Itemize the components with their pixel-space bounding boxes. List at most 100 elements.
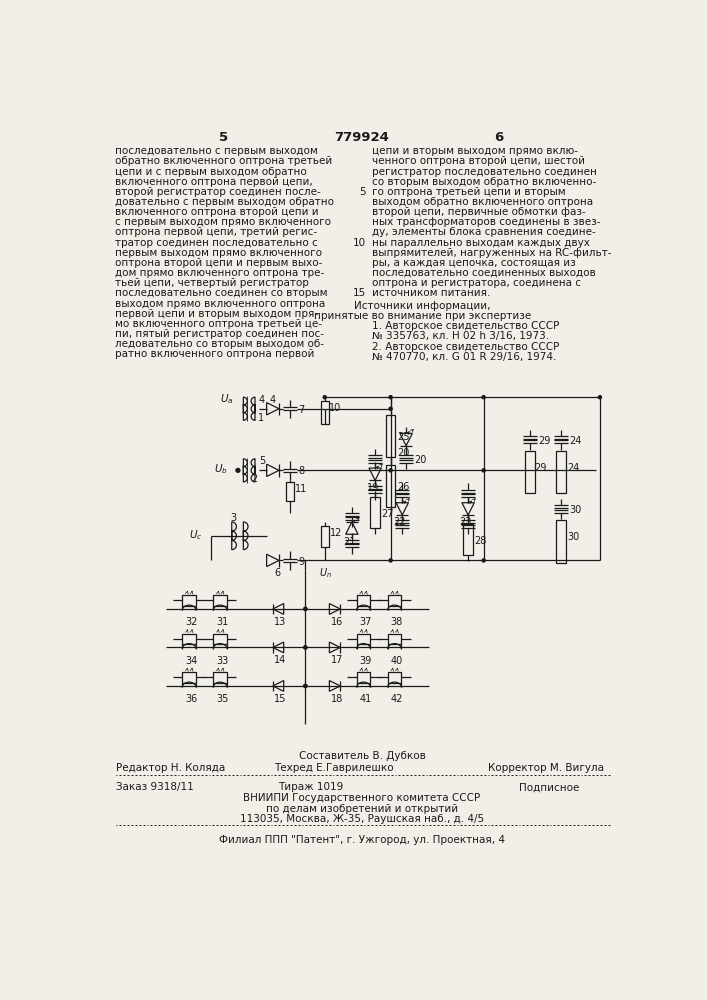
Text: 19: 19 [367,483,379,493]
Circle shape [304,646,307,649]
Text: 14: 14 [274,655,286,665]
Text: ледовательно со вторым выходом об-: ледовательно со вторым выходом об- [115,339,324,349]
Text: 17: 17 [331,655,344,665]
Text: цепи и вторым выходом прямо вклю-: цепи и вторым выходом прямо вклю- [372,146,578,156]
Bar [356,672,370,683]
Text: 4: 4 [259,395,265,405]
Text: оптрона первой цепи, третий регис-: оптрона первой цепи, третий регис- [115,227,317,237]
Text: 27: 27 [381,509,394,519]
Text: 779924: 779924 [334,131,390,144]
Text: 9: 9 [298,557,305,567]
Text: 16: 16 [331,617,343,627]
Text: 5: 5 [219,131,228,144]
Text: мо включенного оптрона третьей це-: мо включенного оптрона третьей це- [115,319,322,329]
Bar [387,672,402,683]
Circle shape [304,607,307,610]
Text: Составитель В. Дубков: Составитель В. Дубков [298,751,426,761]
Text: источником питания.: источником питания. [372,288,491,298]
Text: оптрона второй цепи и первым выхо-: оптрона второй цепи и первым выхо- [115,258,322,268]
Text: обратно включенного оптрона третьей: обратно включенного оптрона третьей [115,156,332,166]
Bar [387,595,402,606]
Text: № 470770, кл. G 01 R 29/16, 1974.: № 470770, кл. G 01 R 29/16, 1974. [372,352,556,362]
Circle shape [482,396,485,399]
Bar [386,465,395,507]
Text: 1. Авторское свидетельство СССР: 1. Авторское свидетельство СССР [372,321,559,331]
Text: ных трансформаторов соединены в звез-: ных трансформаторов соединены в звез- [372,217,600,227]
Text: выходом прямо включенного оптрона: выходом прямо включенного оптрона [115,299,325,309]
Text: 33: 33 [216,656,228,666]
Text: $U_c$: $U_c$ [189,528,203,542]
Text: 113035, Москва, Ж-35, Раушская наб., д. 4/5: 113035, Москва, Ж-35, Раушская наб., д. … [240,814,484,824]
Text: оптрона и регистратора, соединена с: оптрона и регистратора, соединена с [372,278,581,288]
Text: Филиал ППП "Патент", г. Ужгород, ул. Проектная, 4: Филиал ППП "Патент", г. Ужгород, ул. Про… [219,835,505,845]
Circle shape [482,559,485,562]
Text: 5: 5 [259,456,265,466]
Text: 2. Авторское свидетельство СССР: 2. Авторское свидетельство СССР [372,342,559,352]
Text: 23: 23 [460,517,472,527]
Text: 5: 5 [359,187,366,197]
Bar [464,524,473,555]
Text: дом прямо включенного оптрона тре-: дом прямо включенного оптрона тре- [115,268,324,278]
Text: 13: 13 [274,617,286,627]
Bar [556,451,566,493]
Text: пи, пятый регистратор соединен пос-: пи, пятый регистратор соединен пос- [115,329,324,339]
Bar [213,634,227,644]
Text: 10: 10 [329,403,341,413]
Bar [321,526,329,547]
Text: 29: 29 [539,436,551,446]
Text: 35: 35 [216,694,228,704]
Text: по делам изобретений и открытий: по делам изобретений и открытий [266,804,458,814]
Bar [370,497,380,528]
Text: довательно с первым выходом обратно: довательно с первым выходом обратно [115,197,334,207]
Circle shape [304,684,307,687]
Text: Редактор Н. Коляда: Редактор Н. Коляда [115,763,225,773]
Text: последовательно соединен со вторым: последовательно соединен со вторым [115,288,327,298]
Text: ченного оптрона второй цепи, шестой: ченного оптрона второй цепи, шестой [372,156,585,166]
Text: ратно включенного оптрона первой: ратно включенного оптрона первой [115,349,314,359]
Text: 6: 6 [274,568,281,578]
Bar [321,401,329,424]
Text: ры, а каждая цепочка, состоящая из: ры, а каждая цепочка, состоящая из [372,258,575,268]
Text: 18: 18 [331,694,343,704]
Text: 41: 41 [360,694,372,704]
Circle shape [304,607,307,610]
Text: выпрямителей, нагруженных на RC-фильт-: выпрямителей, нагруженных на RC-фильт- [372,248,612,258]
Text: $U_a$: $U_a$ [220,392,234,406]
Text: 11: 11 [296,484,308,494]
Text: 26: 26 [397,482,409,492]
Text: 40: 40 [391,656,403,666]
Text: 10: 10 [353,238,366,248]
Circle shape [482,469,485,472]
Circle shape [389,469,392,472]
Bar [556,520,566,563]
Text: 20: 20 [397,448,410,458]
Text: с первым выходом прямо включенного: с первым выходом прямо включенного [115,217,331,227]
Text: 38: 38 [391,617,403,627]
Text: 37: 37 [360,617,372,627]
Text: Заказ 9318/11: Заказ 9318/11 [115,782,193,792]
Text: второй цепи, первичные обмотки фаз-: второй цепи, первичные обмотки фаз- [372,207,586,217]
Text: $U_n$: $U_n$ [319,567,332,580]
Text: 32: 32 [185,617,198,627]
Text: 30: 30 [570,505,582,515]
Text: 22: 22 [394,517,407,527]
Bar [387,634,402,644]
Text: тьей цепи, четвертый регистратор: тьей цепи, четвертый регистратор [115,278,308,288]
Bar [182,595,196,606]
Text: последовательно с первым выходом: последовательно с первым выходом [115,146,317,156]
Text: 3: 3 [230,513,236,523]
Text: Техред Е.Гаврилешко: Техред Е.Гаврилешко [274,763,394,773]
Text: 28: 28 [474,536,486,546]
Circle shape [304,646,307,649]
Text: цепи и с первым выходом обратно: цепи и с первым выходом обратно [115,167,306,177]
Bar [386,415,395,457]
Bar [525,451,534,493]
Text: Подписное: Подписное [518,782,579,792]
Text: тратор соединен последовательно с: тратор соединен последовательно с [115,238,317,248]
Text: включенного оптрона второй цепи и: включенного оптрона второй цепи и [115,207,318,217]
Text: последовательно соединенных выходов: последовательно соединенных выходов [372,268,596,278]
Text: Источники информации,: Источники информации, [354,301,491,311]
Text: 2: 2 [251,474,257,484]
Circle shape [236,468,240,472]
Text: 34: 34 [185,656,197,666]
